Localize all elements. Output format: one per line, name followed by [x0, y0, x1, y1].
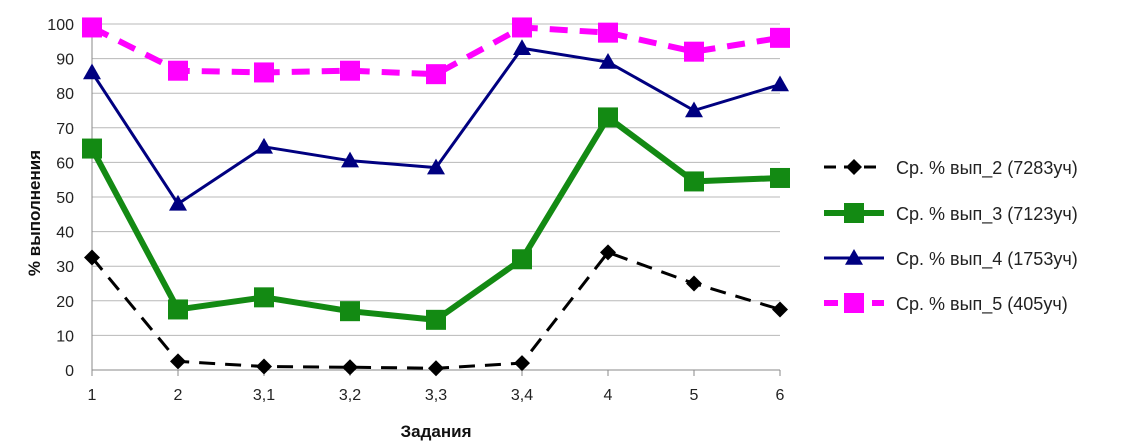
x-tick-label: 2	[174, 387, 183, 404]
legend: Ср. % вып_2 (7283уч) Ср. % вып_3 (7123уч)…	[824, 158, 1078, 315]
x-tick-label: 1	[88, 387, 97, 404]
series-3-point	[341, 151, 359, 168]
series-2-point	[598, 107, 618, 128]
x-tick-labels: 1 2 3,1 3,2 3,3 3,4 4 5 6	[88, 387, 785, 404]
legend-item: Ср. % вып_2 (7283уч)	[824, 158, 1078, 179]
y-tick-label: 90	[56, 52, 74, 69]
series-2-point	[254, 287, 274, 308]
legend-label: Ср. % вып_5 (405уч)	[896, 294, 1068, 315]
legend-label: Ср. % вып_2 (7283уч)	[896, 158, 1078, 179]
x-tick-label: 4	[604, 387, 613, 404]
y-tick-label: 10	[56, 328, 74, 345]
series-4-point	[254, 62, 274, 83]
series-4-point	[770, 27, 790, 48]
x-axis-title: Задания	[401, 422, 472, 441]
legend-item: Ср. % вып_5 (405уч)	[824, 293, 1068, 315]
series-2-point	[340, 301, 360, 322]
series-3-point	[685, 101, 703, 118]
series-3-point	[83, 63, 101, 80]
y-tick-label: 0	[65, 363, 74, 380]
series-4-point	[598, 22, 618, 43]
y-tick-label: 40	[56, 225, 74, 242]
x-tick-label: 6	[776, 387, 785, 404]
x-tick-label: 3,1	[253, 387, 275, 404]
series-1-point	[84, 249, 100, 266]
series-3-point	[771, 75, 789, 92]
series-markers	[82, 17, 790, 377]
series-4-point	[426, 64, 446, 85]
series-1-point	[342, 359, 358, 376]
x-tick-label: 5	[690, 387, 699, 404]
series-2-point	[512, 249, 532, 270]
series-line-2	[89, 114, 781, 323]
series-1-point	[170, 353, 186, 370]
series-1-point	[600, 244, 616, 261]
legend-item: Ср. % вып_4 (1753уч)	[824, 249, 1078, 270]
y-tick-labels: 0 10 20 30 40 50 60 70 80 90 100	[47, 17, 74, 380]
legend-swatch-marker	[844, 203, 864, 223]
y-tick-label: 70	[56, 121, 74, 138]
y-axis-title: % выполнения	[25, 150, 44, 276]
legend-label: Ср. % вып_4 (1753уч)	[896, 249, 1078, 270]
x-tick-label: 3,4	[511, 387, 533, 404]
series-1-point	[256, 358, 272, 375]
y-tick-label: 80	[56, 86, 74, 103]
y-tick-label: 60	[56, 155, 74, 172]
series-1-point	[686, 275, 702, 292]
legend-swatch-marker	[845, 249, 863, 265]
series-1-point	[428, 360, 444, 377]
y-tick-label: 30	[56, 259, 74, 276]
legend-swatch-marker	[846, 159, 862, 175]
series-3-point	[599, 53, 617, 69]
series-2-point	[168, 299, 188, 320]
series-4-point	[168, 60, 188, 81]
series-3-point	[255, 137, 273, 154]
series-4-point	[512, 17, 532, 38]
series-line-4	[90, 24, 781, 78]
legend-swatch-marker	[844, 293, 864, 313]
y-tick-label: 50	[56, 190, 74, 207]
series-2-point	[684, 171, 704, 192]
legend-label: Ср. % вып_3 (7123уч)	[896, 204, 1078, 225]
series-3-point	[513, 39, 531, 55]
series-3-point	[169, 194, 187, 211]
series-4-point	[340, 60, 360, 81]
series-4-point	[82, 17, 102, 38]
series-1-point	[772, 301, 788, 318]
series-2-point	[82, 138, 102, 159]
series-4-point	[684, 41, 704, 62]
y-tick-label: 20	[56, 294, 74, 311]
series-3-point	[427, 158, 445, 175]
series-2-point	[770, 167, 790, 188]
x-tick-label: 3,2	[339, 387, 361, 404]
y-tick-label: 100	[47, 17, 74, 34]
x-tick-label: 3,3	[425, 387, 447, 404]
legend-item: Ср. % вып_3 (7123уч)	[824, 203, 1078, 225]
series-2-point	[426, 309, 446, 330]
series-1-point	[514, 355, 530, 372]
